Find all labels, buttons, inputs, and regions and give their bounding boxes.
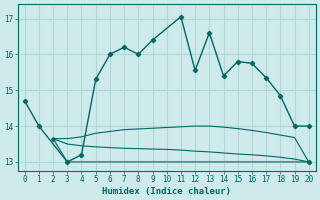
- X-axis label: Humidex (Indice chaleur): Humidex (Indice chaleur): [102, 187, 231, 196]
